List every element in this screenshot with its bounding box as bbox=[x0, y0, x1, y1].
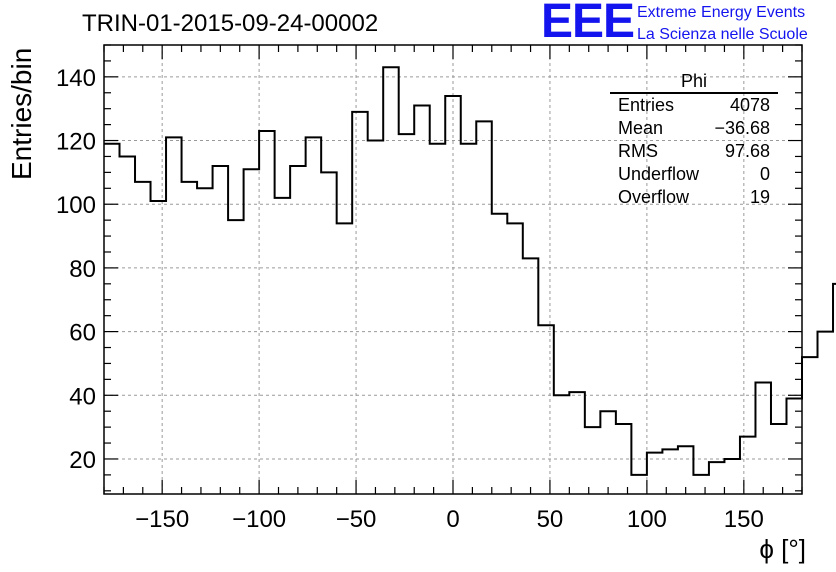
stats-row-value: 4078 bbox=[729, 95, 770, 115]
x-tick-label: 0 bbox=[446, 506, 459, 533]
stats-row-overflow: Overflow 19 bbox=[610, 186, 778, 209]
histogram-bin bbox=[352, 112, 368, 494]
x-tick-label: −150 bbox=[135, 506, 189, 533]
histogram-bin bbox=[786, 398, 802, 494]
histogram-bin bbox=[213, 166, 229, 494]
x-tick-label: 150 bbox=[724, 506, 764, 533]
eee-logo-line2: La Scienza nelle Scuole bbox=[637, 26, 808, 43]
eee-logo-mark: EEE bbox=[541, 0, 635, 48]
histogram-bin bbox=[151, 201, 167, 494]
y-tick-label: 20 bbox=[69, 447, 96, 474]
stats-row-value: 0 bbox=[759, 164, 770, 184]
stats-box: Phi Entries 4078 Mean −36.68 RMS 97.68 Underfl… bbox=[610, 70, 778, 209]
histogram-bin bbox=[135, 182, 151, 494]
histogram-bin bbox=[275, 198, 291, 494]
histogram-bin bbox=[197, 188, 213, 494]
histogram-bin bbox=[662, 449, 678, 494]
stats-row-underflow: Underflow 0 bbox=[610, 163, 778, 186]
histogram-bin bbox=[755, 383, 771, 494]
x-tick-label: 50 bbox=[537, 506, 564, 533]
histogram-bin bbox=[461, 144, 477, 494]
histogram-bin bbox=[647, 453, 663, 494]
histogram-bin bbox=[383, 67, 399, 494]
y-tick-label: 140 bbox=[56, 65, 96, 92]
histogram-bin bbox=[445, 96, 461, 494]
histogram-bin bbox=[290, 166, 306, 494]
histogram-bin bbox=[306, 137, 322, 494]
x-axis-label: ϕ [°] bbox=[759, 534, 806, 564]
histogram-bin bbox=[368, 141, 384, 494]
histogram-bin bbox=[321, 172, 337, 494]
histogram-bin bbox=[414, 106, 430, 494]
histogram-bin bbox=[802, 357, 818, 494]
histogram-bin bbox=[476, 121, 492, 494]
histogram-bin bbox=[616, 424, 632, 494]
histogram-bin bbox=[182, 182, 198, 494]
stats-row-label: Underflow bbox=[618, 164, 700, 184]
histogram-bin bbox=[104, 144, 120, 494]
y-tick-label: 100 bbox=[56, 192, 96, 219]
y-tick-label: 60 bbox=[69, 320, 96, 347]
y-tick-label: 80 bbox=[69, 256, 96, 283]
histogram-bin bbox=[507, 223, 523, 494]
histogram-bin bbox=[228, 220, 244, 494]
eee-logo-line1: Extreme Energy Events bbox=[637, 4, 806, 21]
histogram-bin bbox=[554, 395, 570, 494]
stats-row-value: 19 bbox=[749, 187, 770, 207]
histogram-bin bbox=[678, 446, 694, 494]
histogram-bin bbox=[740, 437, 756, 494]
x-tick-label: −50 bbox=[336, 506, 377, 533]
histogram-bin bbox=[569, 392, 585, 494]
stats-row-value: 97.68 bbox=[724, 141, 770, 161]
histogram-bin bbox=[709, 462, 725, 494]
stats-row-label: RMS bbox=[618, 141, 658, 161]
stats-row-entries: Entries 4078 bbox=[610, 94, 778, 117]
histogram-bin bbox=[166, 137, 182, 494]
histogram-bin bbox=[337, 223, 353, 494]
histogram-bin bbox=[399, 134, 415, 494]
y-tick-label: 120 bbox=[56, 129, 96, 156]
histogram-line bbox=[104, 66, 836, 476]
histogram-bin bbox=[818, 332, 834, 494]
histogram-bin bbox=[600, 411, 616, 494]
stats-row-label: Mean bbox=[618, 118, 664, 138]
histogram-bin bbox=[771, 424, 787, 494]
histogram-bin bbox=[693, 475, 709, 494]
stats-row-rms: RMS 97.68 bbox=[610, 140, 778, 163]
histogram-bin bbox=[492, 214, 508, 494]
y-axis-label: Entries/bin bbox=[6, 47, 37, 180]
histogram-bin bbox=[430, 144, 446, 494]
stats-row-value: −36.68 bbox=[714, 118, 770, 138]
x-tick-label: 100 bbox=[627, 506, 667, 533]
plot-title: TRIN-01-2015-09-24-00002 bbox=[82, 10, 379, 37]
histogram-bin bbox=[585, 427, 601, 494]
histogram-bin bbox=[724, 459, 740, 494]
histogram-bin bbox=[244, 169, 260, 494]
histogram-bin bbox=[523, 258, 539, 494]
histogram-bin bbox=[538, 325, 554, 494]
histogram-bin bbox=[120, 156, 136, 494]
stats-title: Phi bbox=[610, 70, 778, 94]
x-tick-label: −100 bbox=[232, 506, 286, 533]
histogram-bin bbox=[631, 475, 647, 494]
stats-row-label: Entries bbox=[618, 95, 675, 115]
stats-row-mean: Mean −36.68 bbox=[610, 117, 778, 140]
stats-row-label: Overflow bbox=[618, 187, 690, 207]
histogram-bin bbox=[259, 131, 275, 494]
y-tick-label: 40 bbox=[69, 383, 96, 410]
stats-rows: Entries 4078 Mean −36.68 RMS 97.68 Underflow 0 O… bbox=[610, 94, 778, 209]
